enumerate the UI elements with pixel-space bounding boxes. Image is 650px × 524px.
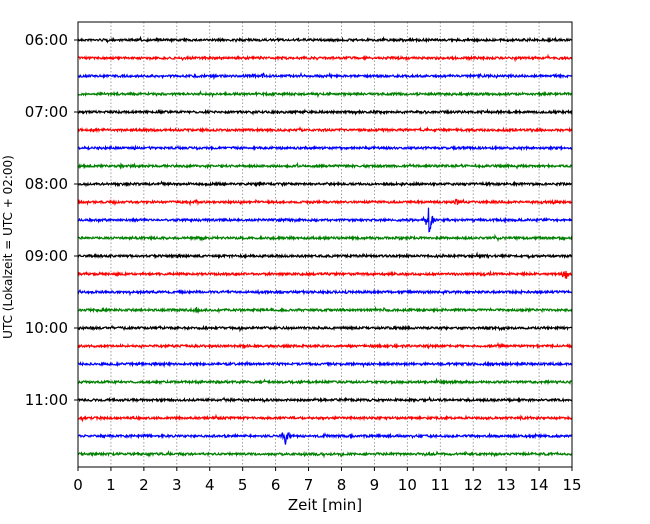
seismic-trace [77, 269, 573, 279]
seismic-trace [77, 341, 573, 350]
y-axis-label: UTC (Lokalzeit = UTC + 02:00) [1, 155, 15, 339]
x-tick-label: 0 [73, 476, 83, 494]
plot-frame [77, 21, 573, 468]
seismic-trace [77, 125, 573, 134]
x-tick-label: 15 [562, 476, 581, 494]
seismic-trace [77, 35, 573, 44]
seismic-trace [77, 233, 573, 243]
traces [77, 35, 573, 459]
x-tick-label: 3 [172, 476, 182, 494]
seismic-trace [77, 360, 573, 369]
seismic-trace [77, 413, 573, 423]
x-tick-label: 10 [398, 476, 417, 494]
seismic-trace [77, 251, 573, 260]
seismic-trace [77, 324, 573, 333]
seismic-trace [77, 431, 573, 445]
seismic-trace [77, 207, 573, 233]
x-tick-label: 11 [431, 476, 450, 494]
y-tick-label: 11:00 [25, 391, 68, 409]
y-tick-label: 08:00 [25, 175, 68, 193]
y-tick-label: 07:00 [25, 103, 68, 121]
seismic-trace [77, 144, 573, 152]
x-tick-label: 9 [370, 476, 380, 494]
seismic-trace [77, 89, 573, 99]
seismic-trace [77, 53, 573, 63]
x-tick-label: 6 [271, 476, 281, 494]
seismic-trace [77, 377, 573, 386]
seismic-trace [77, 108, 573, 116]
seismic-trace [77, 198, 573, 207]
x-tick-label: 13 [497, 476, 516, 494]
seismic-trace [77, 395, 573, 404]
x-tick-label: 12 [464, 476, 483, 494]
seismic-trace [77, 288, 573, 297]
x-tick-label: 2 [139, 476, 149, 494]
x-tick-label: 5 [238, 476, 248, 494]
x-tick-label: 8 [337, 476, 347, 494]
seismic-trace [77, 161, 573, 170]
x-tick-label: 4 [205, 476, 215, 494]
y-axis: 06:00 07:00 08:00 09:00 10:00 11:00 [25, 31, 78, 409]
seismic-trace [77, 305, 573, 315]
x-axis: 0 1 2 3 4 5 6 7 8 9 10 11 12 13 14 15 [73, 467, 582, 494]
x-tick-label: 7 [304, 476, 314, 494]
x-tick-label: 14 [530, 476, 549, 494]
seismic-trace [77, 71, 573, 81]
y-tick-label: 10:00 [25, 319, 68, 337]
y-tick-label: 06:00 [25, 31, 68, 49]
seismic-trace [77, 449, 573, 459]
seismic-trace [77, 180, 573, 188]
x-tick-label: 1 [106, 476, 116, 494]
y-tick-label: 09:00 [25, 247, 68, 265]
x-axis-label: Zeit [min] [288, 496, 362, 514]
